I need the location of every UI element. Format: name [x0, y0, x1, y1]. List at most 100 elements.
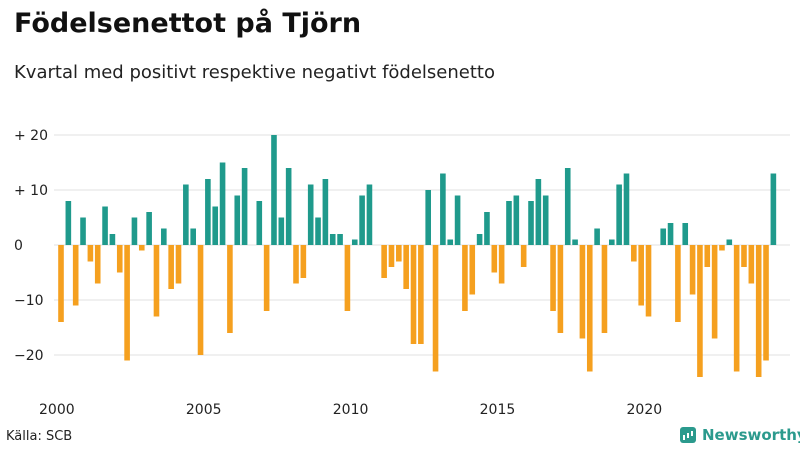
bar[interactable]: [609, 239, 615, 246]
bar[interactable]: [344, 245, 351, 311]
bar[interactable]: [138, 245, 145, 251]
bar[interactable]: [660, 228, 667, 246]
bar[interactable]: [572, 239, 578, 246]
bar[interactable]: [586, 245, 593, 372]
bar[interactable]: [124, 245, 130, 361]
bar[interactable]: [72, 245, 79, 306]
bar[interactable]: [748, 245, 755, 284]
bar[interactable]: [682, 223, 689, 245]
bar[interactable]: [432, 245, 439, 372]
bar[interactable]: [322, 179, 329, 245]
bar[interactable]: [351, 239, 358, 246]
bar[interactable]: [638, 245, 644, 306]
bar[interactable]: [183, 184, 189, 246]
bar[interactable]: [462, 245, 468, 311]
bar[interactable]: [278, 217, 285, 246]
bar[interactable]: [329, 234, 336, 245]
bar[interactable]: [601, 245, 608, 333]
bar[interactable]: [256, 201, 263, 245]
bar[interactable]: [719, 245, 725, 251]
bar[interactable]: [102, 206, 108, 246]
bar[interactable]: [741, 245, 747, 267]
bar[interactable]: [770, 173, 777, 246]
newsworthy-icon: [680, 427, 696, 443]
bar[interactable]: [212, 206, 219, 246]
bar[interactable]: [667, 223, 674, 245]
bar[interactable]: [80, 217, 86, 246]
bar[interactable]: [131, 217, 138, 246]
bar[interactable]: [469, 245, 476, 295]
bar[interactable]: [711, 245, 718, 339]
bar[interactable]: [65, 201, 72, 245]
bar[interactable]: [175, 245, 182, 284]
bar[interactable]: [381, 245, 387, 278]
bar[interactable]: [564, 168, 571, 245]
bar[interactable]: [227, 245, 233, 333]
bar[interactable]: [241, 168, 248, 245]
bar[interactable]: [689, 245, 696, 295]
bar[interactable]: [168, 245, 174, 289]
bar[interactable]: [116, 245, 123, 273]
x-tick-label: 2015: [480, 402, 516, 418]
y-tick-label: −10: [14, 293, 44, 309]
bar[interactable]: [528, 201, 534, 245]
bar[interactable]: [197, 245, 204, 355]
bar[interactable]: [476, 234, 483, 245]
bar[interactable]: [631, 245, 637, 262]
bar[interactable]: [513, 195, 520, 246]
bar[interactable]: [263, 245, 270, 311]
bar[interactable]: [388, 245, 395, 267]
bar[interactable]: [109, 234, 116, 245]
bar[interactable]: [557, 245, 564, 333]
bar[interactable]: [535, 179, 542, 245]
bar[interactable]: [161, 228, 167, 246]
bar[interactable]: [484, 212, 490, 245]
bar[interactable]: [58, 245, 64, 322]
bar[interactable]: [623, 173, 630, 246]
bar[interactable]: [454, 195, 461, 246]
bar[interactable]: [425, 190, 431, 245]
bar[interactable]: [300, 245, 307, 278]
bar[interactable]: [440, 173, 446, 246]
bar[interactable]: [205, 179, 211, 245]
bar[interactable]: [704, 245, 711, 267]
bar[interactable]: [293, 245, 299, 284]
bar[interactable]: [410, 245, 417, 344]
bar[interactable]: [542, 195, 549, 246]
bar[interactable]: [491, 245, 498, 273]
bar[interactable]: [675, 245, 681, 322]
bar[interactable]: [645, 245, 652, 317]
bar[interactable]: [579, 245, 586, 339]
bar[interactable]: [447, 239, 454, 246]
bar[interactable]: [403, 245, 409, 289]
bar[interactable]: [153, 245, 160, 317]
bar[interactable]: [366, 184, 373, 246]
bar[interactable]: [520, 245, 527, 267]
bar[interactable]: [271, 135, 277, 245]
bar[interactable]: [550, 245, 556, 311]
bar[interactable]: [594, 228, 600, 246]
bar[interactable]: [506, 201, 512, 245]
bar[interactable]: [616, 184, 622, 246]
bar[interactable]: [697, 245, 703, 377]
bar[interactable]: [733, 245, 740, 372]
bar[interactable]: [307, 184, 314, 246]
brand-logo[interactable]: Newsworthy: [680, 426, 800, 444]
bar[interactable]: [315, 217, 321, 246]
bar[interactable]: [359, 195, 365, 246]
bar[interactable]: [219, 162, 226, 246]
bar[interactable]: [190, 228, 196, 246]
bar[interactable]: [726, 239, 733, 246]
bar[interactable]: [146, 212, 152, 245]
bar[interactable]: [87, 245, 94, 262]
bar[interactable]: [285, 168, 292, 245]
bar[interactable]: [396, 245, 402, 262]
bar[interactable]: [498, 245, 505, 284]
bar[interactable]: [763, 245, 769, 361]
bar[interactable]: [234, 195, 241, 246]
bar[interactable]: [755, 245, 762, 377]
bar[interactable]: [418, 245, 424, 344]
bar[interactable]: [94, 245, 101, 284]
bar[interactable]: [337, 234, 343, 245]
